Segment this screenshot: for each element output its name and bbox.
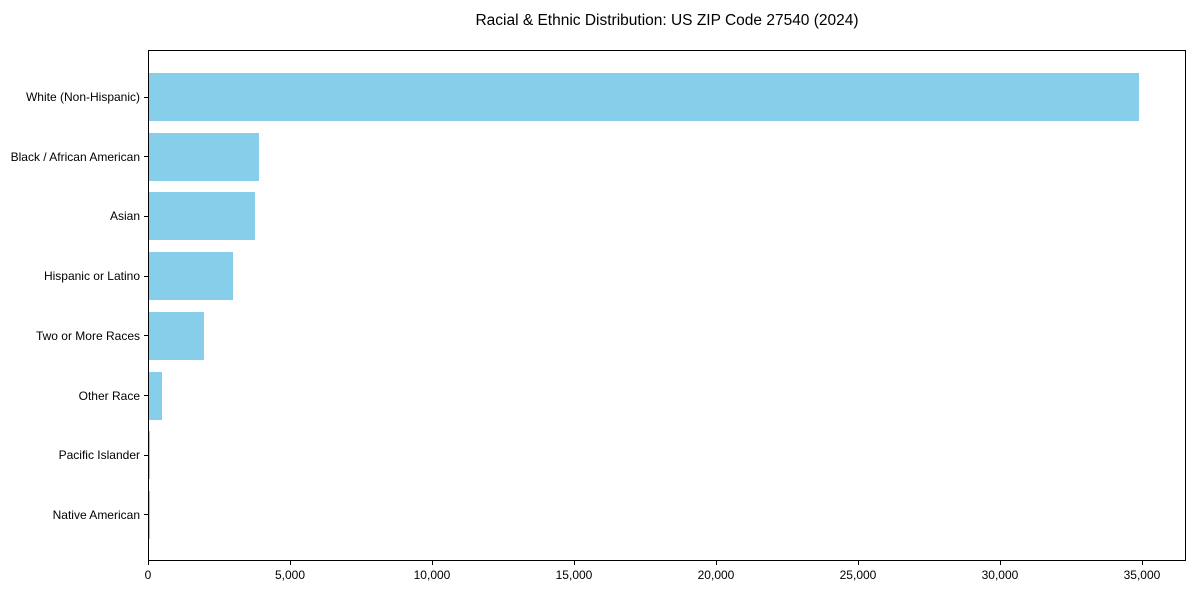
bar	[149, 371, 163, 420]
y-tick-mark	[144, 395, 148, 396]
y-tick-label: Black / African American	[10, 149, 140, 164]
y-tick-mark	[144, 514, 148, 516]
y-tick-label: Asian	[109, 209, 140, 224]
y-tick-mark	[144, 275, 148, 277]
y-tick-label: Pacific Islander	[58, 448, 140, 463]
y-tick-label: White (Non-Hispanic)	[25, 90, 140, 104]
y-tick-label: Hispanic or Latino	[43, 269, 140, 284]
x-tick-label: 20,000	[697, 568, 735, 582]
x-tick-mark	[431, 561, 433, 565]
x-tick-label: 10,000	[413, 568, 451, 582]
bar	[149, 311, 205, 360]
x-tick-mark	[999, 561, 1001, 565]
x-tick-mark	[289, 561, 291, 565]
x-tick-mark	[573, 561, 575, 565]
bar	[149, 490, 150, 539]
x-tick-mark	[148, 561, 149, 565]
y-tick-label: Two or More Races	[35, 328, 140, 343]
x-tick-mark	[1141, 561, 1143, 565]
y-tick-label: Other Race	[78, 388, 140, 403]
y-tick-mark	[144, 215, 148, 217]
y-tick-mark	[144, 156, 148, 158]
x-tick-mark	[857, 561, 859, 565]
plot-area	[148, 50, 1186, 561]
y-tick-mark	[144, 335, 148, 337]
x-tick-label: 15,000	[555, 568, 593, 582]
x-tick-label: 0	[144, 568, 152, 582]
x-tick-label: 5,000	[274, 568, 305, 582]
y-tick-label: Native American	[52, 507, 140, 522]
bar	[149, 192, 256, 241]
bar	[149, 431, 151, 480]
chart-title: Racial & Ethnic Distribution: US ZIP Cod…	[475, 12, 859, 29]
x-tick-label: 25,000	[839, 568, 877, 582]
x-tick-label: 35,000	[1123, 568, 1161, 582]
bar	[149, 73, 1139, 121]
bar	[149, 132, 260, 181]
x-tick-label: 30,000	[981, 568, 1019, 582]
y-tick-mark	[144, 96, 148, 98]
x-tick-mark	[715, 561, 717, 565]
y-tick-mark	[144, 454, 148, 456]
bar	[149, 252, 234, 301]
